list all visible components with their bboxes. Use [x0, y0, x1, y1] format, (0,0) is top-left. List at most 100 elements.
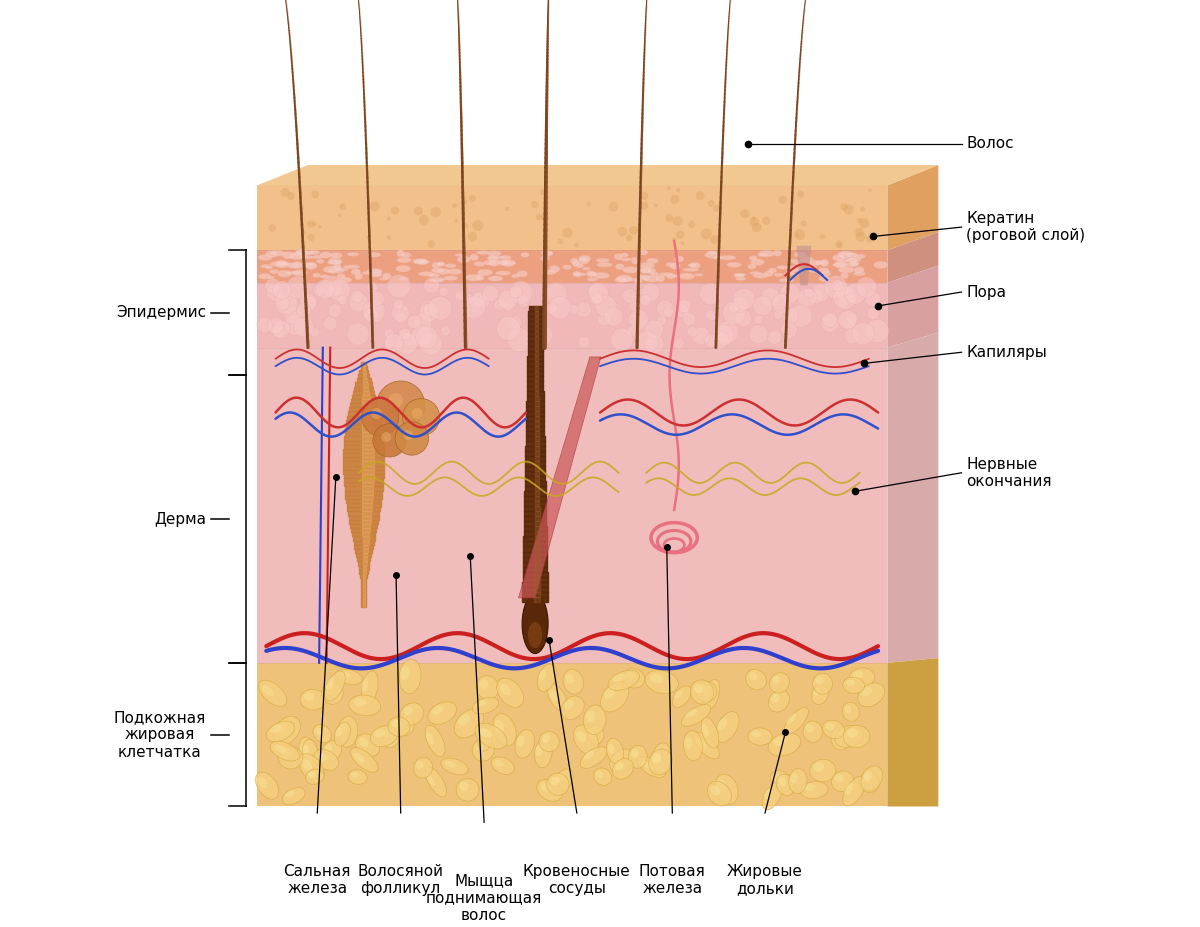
Circle shape — [294, 317, 313, 337]
Ellipse shape — [322, 741, 342, 761]
Circle shape — [623, 288, 637, 303]
Ellipse shape — [280, 262, 294, 265]
Ellipse shape — [371, 273, 382, 277]
Ellipse shape — [480, 728, 492, 738]
Ellipse shape — [695, 273, 703, 276]
Ellipse shape — [773, 774, 781, 782]
Ellipse shape — [812, 673, 833, 694]
Circle shape — [452, 203, 457, 209]
Ellipse shape — [445, 761, 456, 768]
Ellipse shape — [809, 264, 817, 271]
Circle shape — [312, 222, 317, 226]
Circle shape — [797, 191, 804, 197]
Circle shape — [462, 296, 486, 319]
Circle shape — [706, 311, 716, 321]
Circle shape — [824, 275, 847, 298]
Ellipse shape — [811, 684, 828, 705]
Ellipse shape — [270, 742, 299, 761]
Circle shape — [508, 328, 532, 352]
Ellipse shape — [718, 717, 727, 730]
Ellipse shape — [553, 769, 574, 791]
Ellipse shape — [736, 277, 746, 280]
Circle shape — [391, 207, 400, 215]
Circle shape — [498, 290, 517, 310]
Ellipse shape — [289, 252, 304, 260]
Circle shape — [728, 302, 740, 313]
Ellipse shape — [666, 262, 674, 267]
Ellipse shape — [265, 266, 272, 269]
Circle shape — [469, 293, 485, 309]
Ellipse shape — [282, 750, 292, 758]
Ellipse shape — [534, 739, 552, 768]
Ellipse shape — [616, 263, 624, 270]
Circle shape — [427, 240, 436, 248]
Ellipse shape — [749, 672, 757, 680]
Ellipse shape — [779, 278, 794, 282]
Ellipse shape — [354, 698, 366, 706]
Ellipse shape — [262, 685, 274, 696]
Ellipse shape — [684, 737, 692, 749]
Ellipse shape — [350, 772, 359, 778]
Ellipse shape — [425, 725, 445, 756]
Circle shape — [713, 205, 720, 211]
Ellipse shape — [432, 277, 445, 283]
Ellipse shape — [850, 260, 859, 266]
Ellipse shape — [456, 779, 479, 801]
Circle shape — [395, 332, 418, 354]
Circle shape — [804, 288, 814, 298]
Ellipse shape — [817, 268, 829, 274]
Ellipse shape — [296, 249, 306, 256]
Ellipse shape — [784, 707, 809, 734]
Circle shape — [535, 214, 542, 220]
Ellipse shape — [478, 269, 492, 275]
Ellipse shape — [362, 272, 371, 274]
Ellipse shape — [437, 268, 450, 274]
Ellipse shape — [308, 250, 319, 255]
Circle shape — [618, 227, 628, 236]
Circle shape — [667, 186, 671, 190]
Ellipse shape — [839, 266, 854, 273]
Ellipse shape — [578, 257, 589, 264]
Ellipse shape — [275, 744, 286, 753]
Text: Дерма: Дерма — [154, 512, 206, 527]
Ellipse shape — [650, 674, 664, 683]
Ellipse shape — [734, 273, 745, 278]
Ellipse shape — [299, 737, 318, 768]
Ellipse shape — [277, 270, 292, 277]
Ellipse shape — [774, 273, 784, 276]
Text: Сальная
железа: Сальная железа — [283, 864, 350, 896]
Ellipse shape — [426, 774, 436, 786]
Circle shape — [550, 306, 560, 316]
Circle shape — [419, 303, 438, 322]
Circle shape — [391, 304, 409, 322]
Ellipse shape — [334, 268, 348, 272]
Circle shape — [856, 277, 876, 298]
Ellipse shape — [612, 674, 625, 682]
Circle shape — [541, 213, 548, 221]
Circle shape — [328, 304, 342, 317]
Ellipse shape — [582, 267, 590, 271]
Circle shape — [388, 274, 410, 298]
Ellipse shape — [542, 734, 550, 743]
Ellipse shape — [623, 278, 636, 281]
Ellipse shape — [337, 717, 358, 747]
Ellipse shape — [786, 714, 796, 724]
Ellipse shape — [820, 271, 830, 277]
Ellipse shape — [806, 724, 814, 732]
Ellipse shape — [487, 251, 502, 257]
Ellipse shape — [846, 262, 859, 267]
Circle shape — [798, 288, 817, 307]
Ellipse shape — [574, 725, 599, 755]
Ellipse shape — [332, 265, 341, 270]
Ellipse shape — [750, 259, 764, 265]
Circle shape — [701, 228, 712, 239]
Ellipse shape — [701, 717, 719, 748]
Ellipse shape — [623, 668, 644, 688]
Circle shape — [440, 326, 451, 336]
Ellipse shape — [497, 679, 523, 707]
Polygon shape — [257, 165, 938, 185]
Circle shape — [856, 228, 864, 236]
Ellipse shape — [403, 706, 413, 716]
Ellipse shape — [371, 726, 397, 746]
Ellipse shape — [670, 262, 680, 269]
